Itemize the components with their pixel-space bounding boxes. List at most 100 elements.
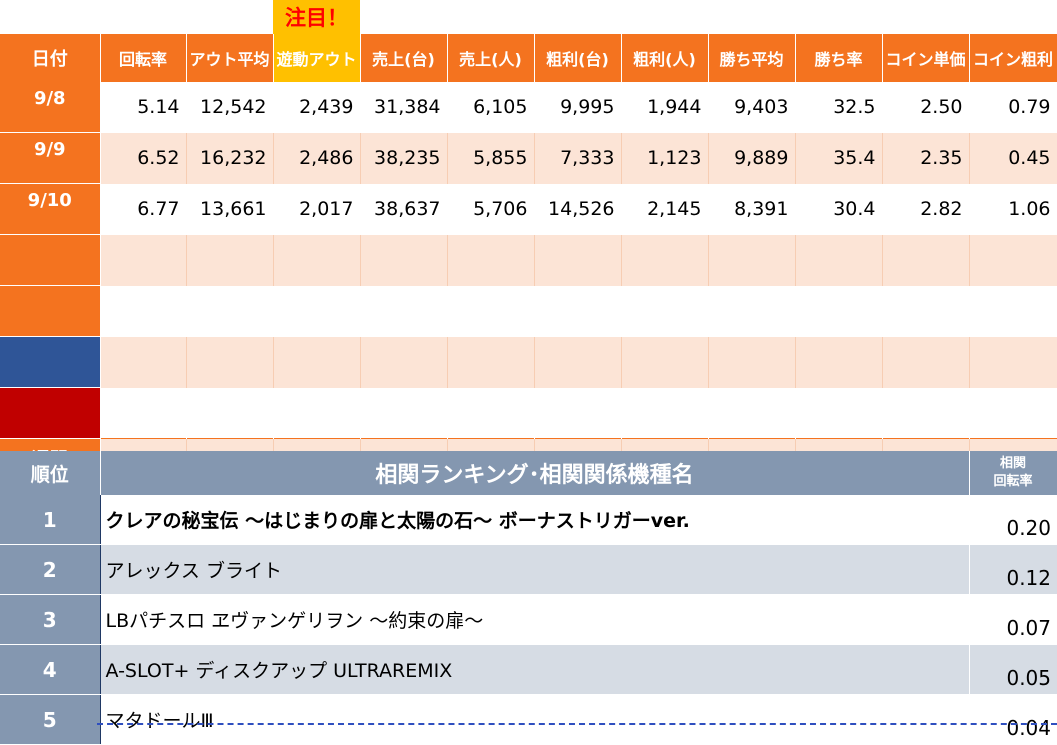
table-row bbox=[0, 285, 1057, 337]
dashed-border bbox=[97, 723, 1057, 725]
header-sales-per-person: 売上(人) bbox=[447, 34, 535, 82]
stat-cell: 2.35 bbox=[882, 132, 970, 184]
stat-cell bbox=[273, 336, 361, 388]
date-cell: 9/8 bbox=[0, 82, 101, 133]
rank-number: 5 bbox=[0, 694, 100, 745]
date-cell bbox=[0, 387, 101, 439]
stat-cell bbox=[795, 285, 883, 337]
stat-cell bbox=[186, 285, 274, 337]
stat-cell: 1.06 bbox=[969, 183, 1057, 235]
header-correlation-line2: 回転率 bbox=[993, 474, 1033, 489]
stats-header-row: 日付 回転率 アウト平均 遊動アウト 売上(台) 売上(人) 粗利(台) 粗利(… bbox=[0, 34, 1057, 82]
stat-cell bbox=[273, 234, 361, 286]
header-win-average: 勝ち平均 bbox=[708, 34, 796, 82]
ranking-row: 5 マタドールⅢ 0.04 bbox=[0, 694, 1057, 745]
header-coin-unit-price: コイン単価 bbox=[882, 34, 970, 82]
stat-cell bbox=[708, 234, 796, 286]
table-row: 9/10 6.77 13,661 2,017 38,637 5,706 14,526 2,14… bbox=[0, 183, 1057, 235]
rank-number: 2 bbox=[0, 544, 100, 595]
machine-name: LBパチスロ ヱヴァンゲリヲン ～約束の扉～ bbox=[99, 594, 969, 645]
stat-cell bbox=[447, 387, 535, 439]
stat-cell bbox=[621, 285, 709, 337]
stat-cell bbox=[100, 285, 187, 337]
stat-cell bbox=[186, 336, 274, 388]
stat-cell: 2,439 bbox=[273, 82, 361, 133]
stat-cell: 2.50 bbox=[882, 82, 970, 133]
machine-name: アレックス ブライト bbox=[99, 544, 969, 595]
stat-cell bbox=[360, 285, 448, 337]
header-out-average: アウト平均 bbox=[186, 34, 274, 82]
stat-cell: 8,391 bbox=[708, 183, 796, 235]
stat-cell bbox=[969, 285, 1057, 337]
correlation-value: 0.20 bbox=[968, 495, 1057, 545]
stat-cell bbox=[621, 234, 709, 286]
header-coin-profit: コイン粗利 bbox=[969, 34, 1057, 82]
rank-number: 3 bbox=[0, 594, 100, 645]
stat-cell: 6.52 bbox=[100, 132, 187, 184]
header-correlation-line1: 相関 bbox=[999, 456, 1026, 471]
daily-stats-table: 日付 回転率 アウト平均 遊動アウト 売上(台) 売上(人) 粗利(台) 粗利(… bbox=[0, 34, 1057, 490]
stat-cell: 0.45 bbox=[969, 132, 1057, 184]
stat-cell: 1,944 bbox=[621, 82, 709, 133]
machine-name: マタドールⅢ bbox=[99, 694, 969, 745]
table-row bbox=[0, 336, 1057, 388]
date-cell: 9/10 bbox=[0, 183, 101, 235]
table-row bbox=[0, 387, 1057, 439]
correlation-value: 0.07 bbox=[968, 594, 1057, 645]
rank-number: 1 bbox=[0, 495, 100, 545]
ranking-row: 3 LBパチスロ ヱヴァンゲリヲン ～約束の扉～ 0.07 bbox=[0, 594, 1057, 645]
machine-name: A-SLOT+ ディスクアップ ULTRAREMIX bbox=[99, 644, 969, 695]
stat-cell: 9,403 bbox=[708, 82, 796, 133]
stat-cell: 0.79 bbox=[969, 82, 1057, 133]
correlation-value: 0.12 bbox=[968, 544, 1057, 595]
date-cell: 9/9 bbox=[0, 132, 101, 184]
stat-cell bbox=[360, 336, 448, 388]
stat-cell: 6,105 bbox=[447, 82, 535, 133]
header-profit-per-machine: 粗利(台) bbox=[534, 34, 622, 82]
stat-cell bbox=[534, 285, 622, 337]
header-spin-rate: 回転率 bbox=[100, 34, 187, 82]
ranking-row: 4 A-SLOT+ ディスクアップ ULTRAREMIX 0.05 bbox=[0, 644, 1057, 695]
table-row: 9/9 6.52 16,232 2,486 38,235 5,855 7,333 1,123 9… bbox=[0, 132, 1057, 184]
header-date: 日付 bbox=[0, 34, 101, 82]
stat-cell bbox=[795, 234, 883, 286]
ranking-row: 1 クレアの秘宝伝 ～はじまりの扉と太陽の石～ ボーナストリガーver. 0.20 bbox=[0, 495, 1057, 545]
stat-cell: 12,542 bbox=[186, 82, 274, 133]
ranking-title: 相関ランキング･相関関係機種名 bbox=[100, 451, 970, 495]
stat-cell: 13,661 bbox=[186, 183, 274, 235]
stat-cell: 1,123 bbox=[621, 132, 709, 184]
date-cell bbox=[0, 285, 101, 337]
stat-cell bbox=[360, 234, 448, 286]
stat-cell bbox=[708, 285, 796, 337]
stat-cell: 31,384 bbox=[360, 82, 448, 133]
stat-cell bbox=[186, 387, 274, 439]
stat-cell bbox=[534, 336, 622, 388]
stat-cell bbox=[795, 387, 883, 439]
stat-cell bbox=[969, 387, 1057, 439]
stat-cell: 5.14 bbox=[100, 82, 187, 133]
notice-label: 注目！ bbox=[273, 0, 360, 34]
stat-cell: 2.82 bbox=[882, 183, 970, 235]
stat-cell: 38,235 bbox=[360, 132, 448, 184]
stat-cell bbox=[534, 234, 622, 286]
stat-cell bbox=[708, 336, 796, 388]
header-correlation: 相関 回転率 bbox=[969, 451, 1057, 495]
stat-cell: 35.4 bbox=[795, 132, 883, 184]
header-rank: 順位 bbox=[0, 451, 101, 495]
stat-cell bbox=[795, 336, 883, 388]
stat-cell: 9,889 bbox=[708, 132, 796, 184]
stat-cell bbox=[621, 336, 709, 388]
stat-cell bbox=[100, 336, 187, 388]
stat-cell bbox=[882, 234, 970, 286]
stat-cell: 2,017 bbox=[273, 183, 361, 235]
ranking-header-row: 順位 相関ランキング･相関関係機種名 相関 回転率 bbox=[0, 451, 1057, 495]
date-cell bbox=[0, 234, 101, 286]
stat-cell: 2,486 bbox=[273, 132, 361, 184]
stat-cell bbox=[100, 234, 187, 286]
stat-cell bbox=[621, 387, 709, 439]
header-sales-per-machine: 売上(台) bbox=[360, 34, 448, 82]
stat-cell bbox=[882, 336, 970, 388]
stat-cell bbox=[969, 336, 1057, 388]
stat-cell bbox=[273, 285, 361, 337]
stat-cell: 6.77 bbox=[100, 183, 187, 235]
